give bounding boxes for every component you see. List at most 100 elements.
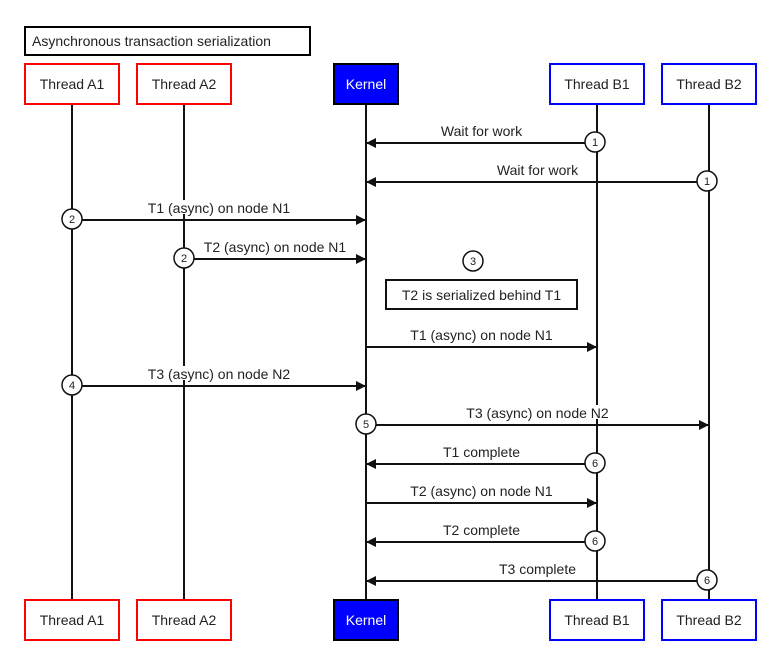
message: T3 complete 6 xyxy=(366,561,718,591)
message: T3 (async) on node N2 4 xyxy=(61,366,366,396)
step-circle xyxy=(584,131,606,153)
message-label-bg xyxy=(408,483,555,497)
participant-a2-top: Thread A2 xyxy=(136,63,232,105)
participant-b1-top: Thread B1 xyxy=(549,63,645,105)
message-label-bg xyxy=(201,239,349,253)
step-number: 5 xyxy=(363,419,369,431)
step-number: 3 xyxy=(470,256,476,268)
message: T1 (async) on node N1 2 xyxy=(61,200,366,230)
participant-label: Thread B1 xyxy=(564,76,630,92)
message-label: T1 complete xyxy=(443,444,520,460)
participant-box xyxy=(661,599,757,641)
message: Wait for work 1 xyxy=(366,123,606,153)
message: T2 (async) on node N1 2 xyxy=(173,239,366,269)
participant-a1-top: Thread A1 xyxy=(24,63,120,105)
participant-label: Thread B1 xyxy=(564,612,630,628)
participant-label: Kernel xyxy=(346,76,386,92)
participant-box xyxy=(24,63,120,105)
step-number: 2 xyxy=(69,214,75,226)
diagram-title: Asynchronous transaction serialization xyxy=(24,26,311,56)
participant-k-bottom: Kernel xyxy=(333,599,399,641)
message-label-bg xyxy=(440,522,523,536)
participant-a2-bottom: Thread A2 xyxy=(136,599,232,641)
step-circle xyxy=(61,374,83,396)
step-badge: 6 xyxy=(696,569,718,591)
message: T1 (async) on node N1 xyxy=(366,327,597,352)
step-number: 6 xyxy=(592,458,598,470)
message-label: T3 complete xyxy=(499,561,576,577)
participant-b1-bottom: Thread B1 xyxy=(549,599,645,641)
step-badge: 1 xyxy=(696,170,718,192)
participant-box xyxy=(136,63,232,105)
participant-label: Thread A1 xyxy=(40,612,105,628)
step-badge: 3 xyxy=(462,250,484,272)
message-label: T2 (async) on node N1 xyxy=(204,239,347,255)
note: 3 T2 is serialized behind T1 xyxy=(385,250,578,310)
participant-box xyxy=(24,599,120,641)
participant-a1-bottom: Thread A1 xyxy=(24,599,120,641)
message-label-bg xyxy=(464,405,611,419)
participant-label: Thread A2 xyxy=(152,612,217,628)
message: Wait for work 1 xyxy=(366,162,718,192)
step-number: 6 xyxy=(592,536,598,548)
step-badge: 1 xyxy=(584,131,606,153)
step-badge: 5 xyxy=(355,413,377,435)
participant-box xyxy=(661,63,757,105)
message-label-bg xyxy=(145,366,293,380)
message-label: T2 complete xyxy=(443,522,520,538)
step-circle xyxy=(696,569,718,591)
step-circle xyxy=(61,208,83,230)
participant-label: Thread A1 xyxy=(40,76,105,92)
message: T2 (async) on node N1 xyxy=(366,483,597,508)
participant-label: Thread B2 xyxy=(676,612,742,628)
step-number: 1 xyxy=(592,137,598,149)
message-label-bg xyxy=(145,200,293,214)
participant-b2-bottom: Thread B2 xyxy=(661,599,757,641)
participant-b2-top: Thread B2 xyxy=(661,63,757,105)
step-circle xyxy=(584,530,606,552)
message: T3 (async) on node N2 5 xyxy=(355,405,709,435)
step-number: 6 xyxy=(704,575,710,587)
message-label-bg xyxy=(408,327,555,341)
step-circle xyxy=(462,250,484,272)
participant-box xyxy=(136,599,232,641)
step-badge: 4 xyxy=(61,374,83,396)
message-label-bg xyxy=(494,162,582,176)
message-label: Wait for work xyxy=(441,123,523,139)
message-label: T1 (async) on node N1 xyxy=(410,327,553,343)
message-label: T1 (async) on node N1 xyxy=(148,200,291,216)
step-number: 2 xyxy=(181,253,187,265)
step-badge: 6 xyxy=(584,452,606,474)
step-circle xyxy=(584,452,606,474)
step-badge: 6 xyxy=(584,530,606,552)
message-label: T3 (async) on node N2 xyxy=(466,405,609,421)
message: T2 complete 6 xyxy=(366,522,606,552)
step-number: 1 xyxy=(704,176,710,188)
message-label-bg xyxy=(438,123,526,137)
step-badge: 2 xyxy=(173,247,195,269)
participant-box xyxy=(333,599,399,641)
participant-label: Kernel xyxy=(346,612,386,628)
participant-label: Thread A2 xyxy=(152,76,217,92)
participant-label: Thread B2 xyxy=(676,76,742,92)
participant-box xyxy=(549,599,645,641)
step-circle xyxy=(696,170,718,192)
message-label: T3 (async) on node N2 xyxy=(148,366,291,382)
message: T1 complete 6 xyxy=(366,444,606,474)
step-badge: 2 xyxy=(61,208,83,230)
participant-box xyxy=(549,63,645,105)
message-label: T2 (async) on node N1 xyxy=(410,483,553,499)
participant-box xyxy=(333,63,399,105)
message-label: Wait for work xyxy=(497,162,579,178)
participant-k-top: Kernel xyxy=(333,63,399,105)
step-number: 4 xyxy=(69,380,75,392)
note-text: T2 is serialized behind T1 xyxy=(402,287,561,303)
note-box xyxy=(385,279,578,310)
step-circle xyxy=(355,413,377,435)
message-label-bg xyxy=(440,444,523,458)
message-label-bg xyxy=(496,561,579,575)
step-circle xyxy=(173,247,195,269)
diagram-title-text: Asynchronous transaction serialization xyxy=(32,33,271,49)
